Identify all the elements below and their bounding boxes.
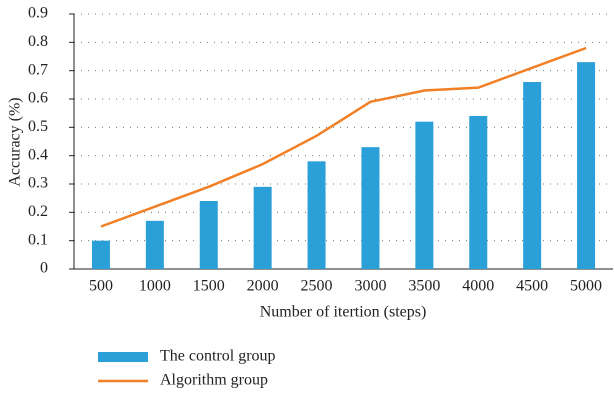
x-tick-label: 2000	[247, 278, 279, 295]
bar	[91, 240, 110, 269]
x-axis-label: Number of itertion (steps)	[260, 304, 427, 321]
bar	[199, 201, 218, 269]
y-tick-label: 0.5	[28, 118, 48, 135]
y-tick-label: 0	[40, 260, 48, 277]
bar	[145, 220, 164, 269]
x-tick-label: 3500	[408, 278, 440, 295]
y-axis-label: Accuracy (%)	[7, 97, 24, 186]
x-tick-label: 1500	[193, 278, 225, 295]
y-tick-label: 0.6	[28, 90, 48, 107]
x-tick-label: 500	[89, 278, 113, 295]
x-tick-label: 4500	[516, 278, 548, 295]
y-tick-label: 0.9	[28, 5, 48, 22]
bar	[307, 161, 326, 269]
x-tick-label: 1000	[139, 278, 171, 295]
legend-label: Algorithm group	[160, 372, 268, 389]
y-tick-label: 0.1	[28, 231, 48, 248]
bar	[415, 121, 434, 270]
x-tick-label: 5000	[570, 278, 602, 295]
bar	[577, 62, 596, 269]
legend-swatch	[98, 352, 148, 362]
y-tick-label: 0.4	[28, 146, 48, 163]
y-tick-label: 0.2	[28, 203, 48, 220]
bar	[469, 116, 488, 269]
x-tick-label: 3000	[354, 278, 386, 295]
bar	[361, 147, 380, 269]
y-tick-label: 0.7	[28, 61, 48, 78]
line	[100, 46, 587, 228]
legend-label: The control group	[160, 348, 276, 365]
bar	[523, 82, 542, 269]
x-tick-label: 2500	[301, 278, 333, 295]
y-tick-label: 0.8	[28, 33, 48, 50]
bar	[253, 186, 272, 269]
x-tick-label: 4000	[462, 278, 494, 295]
y-tick-label: 0.3	[28, 175, 48, 192]
